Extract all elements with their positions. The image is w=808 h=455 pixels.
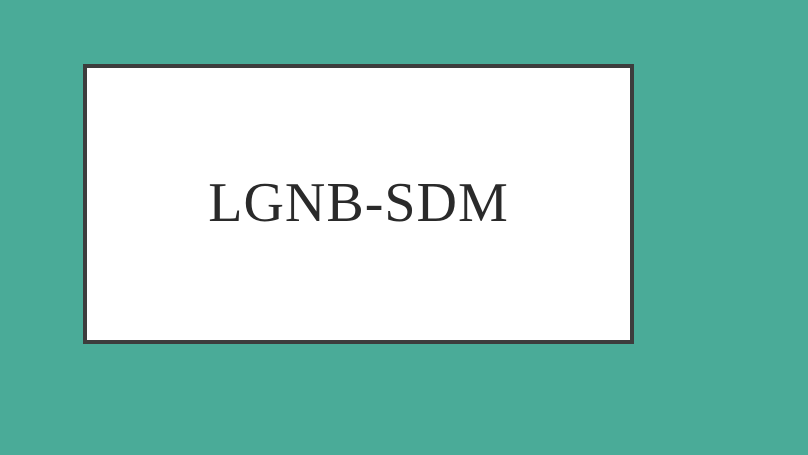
title-text: LGNB-SDM <box>208 172 509 234</box>
title-card: LGNB-SDM <box>83 64 634 344</box>
